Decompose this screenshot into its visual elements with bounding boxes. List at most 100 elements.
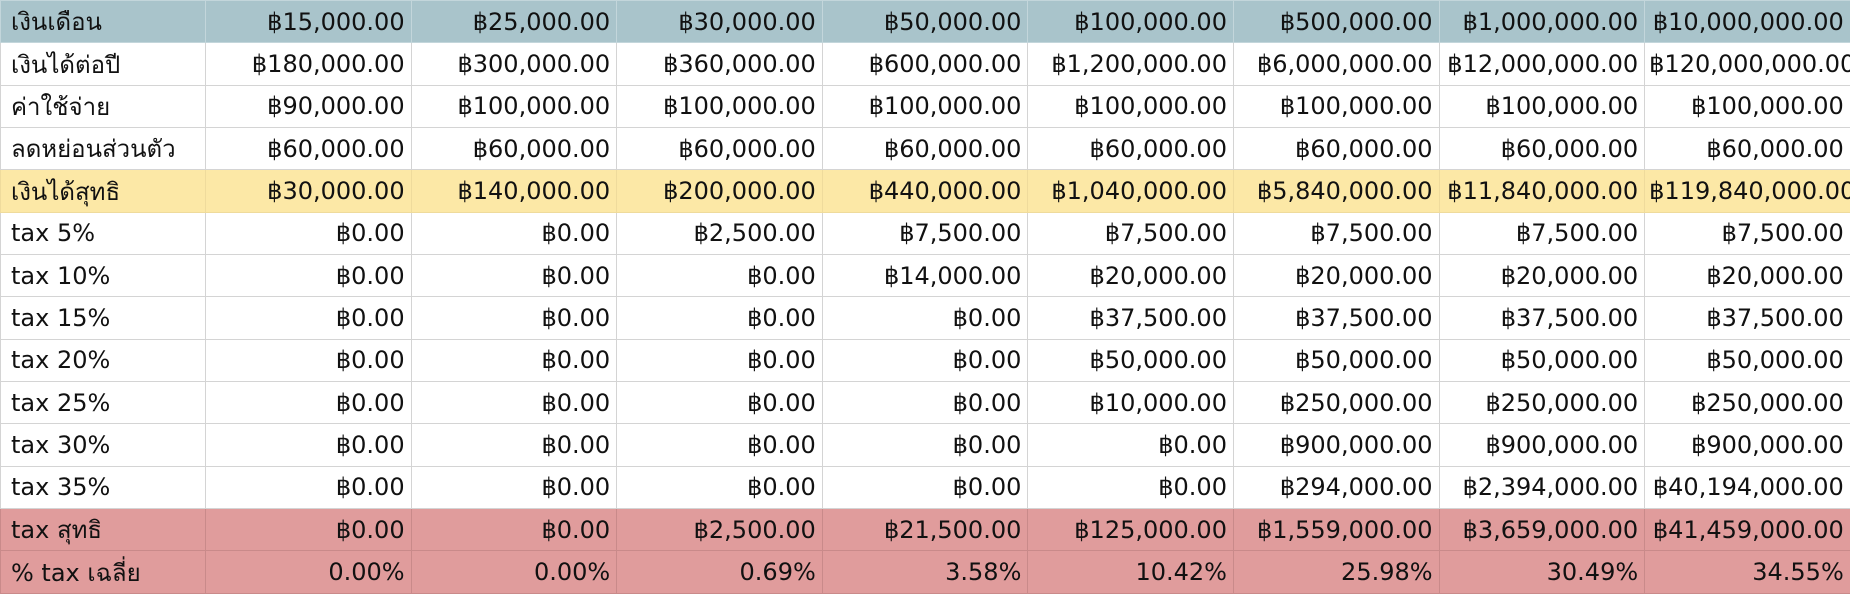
value-cell[interactable]: ฿20,000.00: [1644, 254, 1850, 298]
value-cell[interactable]: ฿0.00: [1027, 423, 1234, 467]
row-label-cell[interactable]: ลดหย่อนส่วนตัว: [0, 127, 206, 171]
value-cell[interactable]: ฿10,000.00: [1027, 381, 1234, 425]
value-cell[interactable]: ฿37,500.00: [1027, 296, 1234, 340]
value-cell[interactable]: ฿2,394,000.00: [1438, 465, 1646, 510]
value-cell[interactable]: ฿60,000.00: [1644, 127, 1850, 171]
value-cell[interactable]: ฿0.00: [1027, 465, 1234, 510]
value-cell[interactable]: ฿0.00: [205, 338, 412, 383]
value-cell[interactable]: ฿120,000,000.00: [1644, 42, 1850, 86]
value-cell[interactable]: ฿30,000.00: [205, 169, 412, 213]
value-cell[interactable]: ฿0.00: [205, 211, 412, 256]
value-cell[interactable]: ฿100,000.00: [1027, 84, 1234, 129]
row-label-cell[interactable]: tax 35%: [0, 465, 206, 510]
value-cell[interactable]: ฿37,500.00: [1438, 296, 1646, 340]
value-cell[interactable]: ฿100,000.00: [616, 84, 823, 129]
value-cell[interactable]: ฿0.00: [410, 296, 618, 340]
value-cell[interactable]: ฿900,000.00: [1644, 423, 1850, 467]
value-cell[interactable]: ฿100,000.00: [1232, 84, 1440, 129]
value-cell[interactable]: ฿10,000,000.00: [1644, 0, 1850, 44]
row-label-cell[interactable]: เงินได้ต่อปี: [0, 42, 206, 86]
value-cell[interactable]: ฿600,000.00: [821, 42, 1029, 86]
value-cell[interactable]: ฿11,840,000.00: [1438, 169, 1646, 213]
value-cell[interactable]: 0.00%: [205, 550, 412, 594]
value-cell[interactable]: ฿0.00: [410, 423, 618, 467]
value-cell[interactable]: ฿900,000.00: [1438, 423, 1646, 467]
value-cell[interactable]: ฿20,000.00: [1438, 254, 1646, 298]
value-cell[interactable]: 25.98%: [1232, 550, 1440, 594]
value-cell[interactable]: 0.69%: [616, 550, 823, 594]
value-cell[interactable]: ฿0.00: [205, 465, 412, 510]
value-cell[interactable]: ฿60,000.00: [205, 127, 412, 171]
value-cell[interactable]: ฿60,000.00: [821, 127, 1029, 171]
value-cell[interactable]: ฿140,000.00: [410, 169, 618, 213]
value-cell[interactable]: ฿250,000.00: [1644, 381, 1850, 425]
value-cell[interactable]: ฿0.00: [410, 465, 618, 510]
value-cell[interactable]: ฿0.00: [616, 254, 823, 298]
value-cell[interactable]: 30.49%: [1438, 550, 1646, 594]
value-cell[interactable]: ฿21,500.00: [821, 508, 1029, 552]
value-cell[interactable]: ฿125,000.00: [1027, 508, 1234, 552]
value-cell[interactable]: ฿0.00: [821, 296, 1029, 340]
value-cell[interactable]: ฿20,000.00: [1232, 254, 1440, 298]
row-label-cell[interactable]: tax 10%: [0, 254, 206, 298]
value-cell[interactable]: ฿0.00: [821, 465, 1029, 510]
row-label-cell[interactable]: เงินได้สุทธิ: [0, 169, 206, 213]
value-cell[interactable]: ฿6,000,000.00: [1232, 42, 1440, 86]
row-label-cell[interactable]: เงินเดือน: [0, 0, 206, 44]
value-cell[interactable]: ฿0.00: [616, 296, 823, 340]
value-cell[interactable]: ฿900,000.00: [1232, 423, 1440, 467]
value-cell[interactable]: ฿0.00: [821, 338, 1029, 383]
value-cell[interactable]: 10.42%: [1027, 550, 1234, 594]
value-cell[interactable]: ฿50,000.00: [1027, 338, 1234, 383]
value-cell[interactable]: ฿30,000.00: [616, 0, 823, 44]
value-cell[interactable]: ฿0.00: [821, 381, 1029, 425]
value-cell[interactable]: ฿0.00: [821, 423, 1029, 467]
value-cell[interactable]: ฿60,000.00: [410, 127, 618, 171]
value-cell[interactable]: ฿2,500.00: [616, 211, 823, 256]
value-cell[interactable]: ฿0.00: [205, 508, 412, 552]
value-cell[interactable]: ฿0.00: [205, 254, 412, 298]
value-cell[interactable]: ฿100,000.00: [821, 84, 1029, 129]
value-cell[interactable]: ฿0.00: [616, 465, 823, 510]
value-cell[interactable]: ฿250,000.00: [1232, 381, 1440, 425]
value-cell[interactable]: ฿7,500.00: [1232, 211, 1440, 256]
value-cell[interactable]: ฿0.00: [616, 338, 823, 383]
value-cell[interactable]: ฿60,000.00: [1027, 127, 1234, 171]
value-cell[interactable]: ฿7,500.00: [1438, 211, 1646, 256]
value-cell[interactable]: ฿37,500.00: [1644, 296, 1850, 340]
value-cell[interactable]: ฿294,000.00: [1232, 465, 1440, 510]
value-cell[interactable]: ฿0.00: [410, 381, 618, 425]
value-cell[interactable]: ฿119,840,000.00: [1644, 169, 1850, 213]
value-cell[interactable]: ฿360,000.00: [616, 42, 823, 86]
value-cell[interactable]: ฿50,000.00: [1232, 338, 1440, 383]
value-cell[interactable]: ฿14,000.00: [821, 254, 1029, 298]
value-cell[interactable]: ฿90,000.00: [205, 84, 412, 129]
value-cell[interactable]: ฿60,000.00: [1232, 127, 1440, 171]
value-cell[interactable]: ฿180,000.00: [205, 42, 412, 86]
value-cell[interactable]: ฿20,000.00: [1027, 254, 1234, 298]
value-cell[interactable]: ฿200,000.00: [616, 169, 823, 213]
value-cell[interactable]: ฿25,000.00: [410, 0, 618, 44]
value-cell[interactable]: ฿50,000.00: [1438, 338, 1646, 383]
value-cell[interactable]: ฿500,000.00: [1232, 0, 1440, 44]
value-cell[interactable]: ฿7,500.00: [1644, 211, 1850, 256]
value-cell[interactable]: ฿1,000,000.00: [1438, 0, 1646, 44]
value-cell[interactable]: ฿0.00: [410, 254, 618, 298]
value-cell[interactable]: ฿300,000.00: [410, 42, 618, 86]
value-cell[interactable]: ฿0.00: [616, 423, 823, 467]
value-cell[interactable]: ฿7,500.00: [821, 211, 1029, 256]
value-cell[interactable]: ฿50,000.00: [821, 0, 1029, 44]
value-cell[interactable]: ฿100,000.00: [1027, 0, 1234, 44]
value-cell[interactable]: ฿40,194,000.00: [1644, 465, 1850, 510]
value-cell[interactable]: ฿37,500.00: [1232, 296, 1440, 340]
row-label-cell[interactable]: ค่าใช้จ่าย: [0, 84, 206, 129]
value-cell[interactable]: ฿1,559,000.00: [1232, 508, 1440, 552]
row-label-cell[interactable]: % tax เฉลี่ย: [0, 550, 206, 594]
value-cell[interactable]: ฿12,000,000.00: [1438, 42, 1646, 86]
row-label-cell[interactable]: tax 25%: [0, 381, 206, 425]
value-cell[interactable]: ฿60,000.00: [616, 127, 823, 171]
value-cell[interactable]: ฿41,459,000.00: [1644, 508, 1850, 552]
row-label-cell[interactable]: tax 30%: [0, 423, 206, 467]
value-cell[interactable]: ฿100,000.00: [1438, 84, 1646, 129]
row-label-cell[interactable]: tax 20%: [0, 338, 206, 383]
